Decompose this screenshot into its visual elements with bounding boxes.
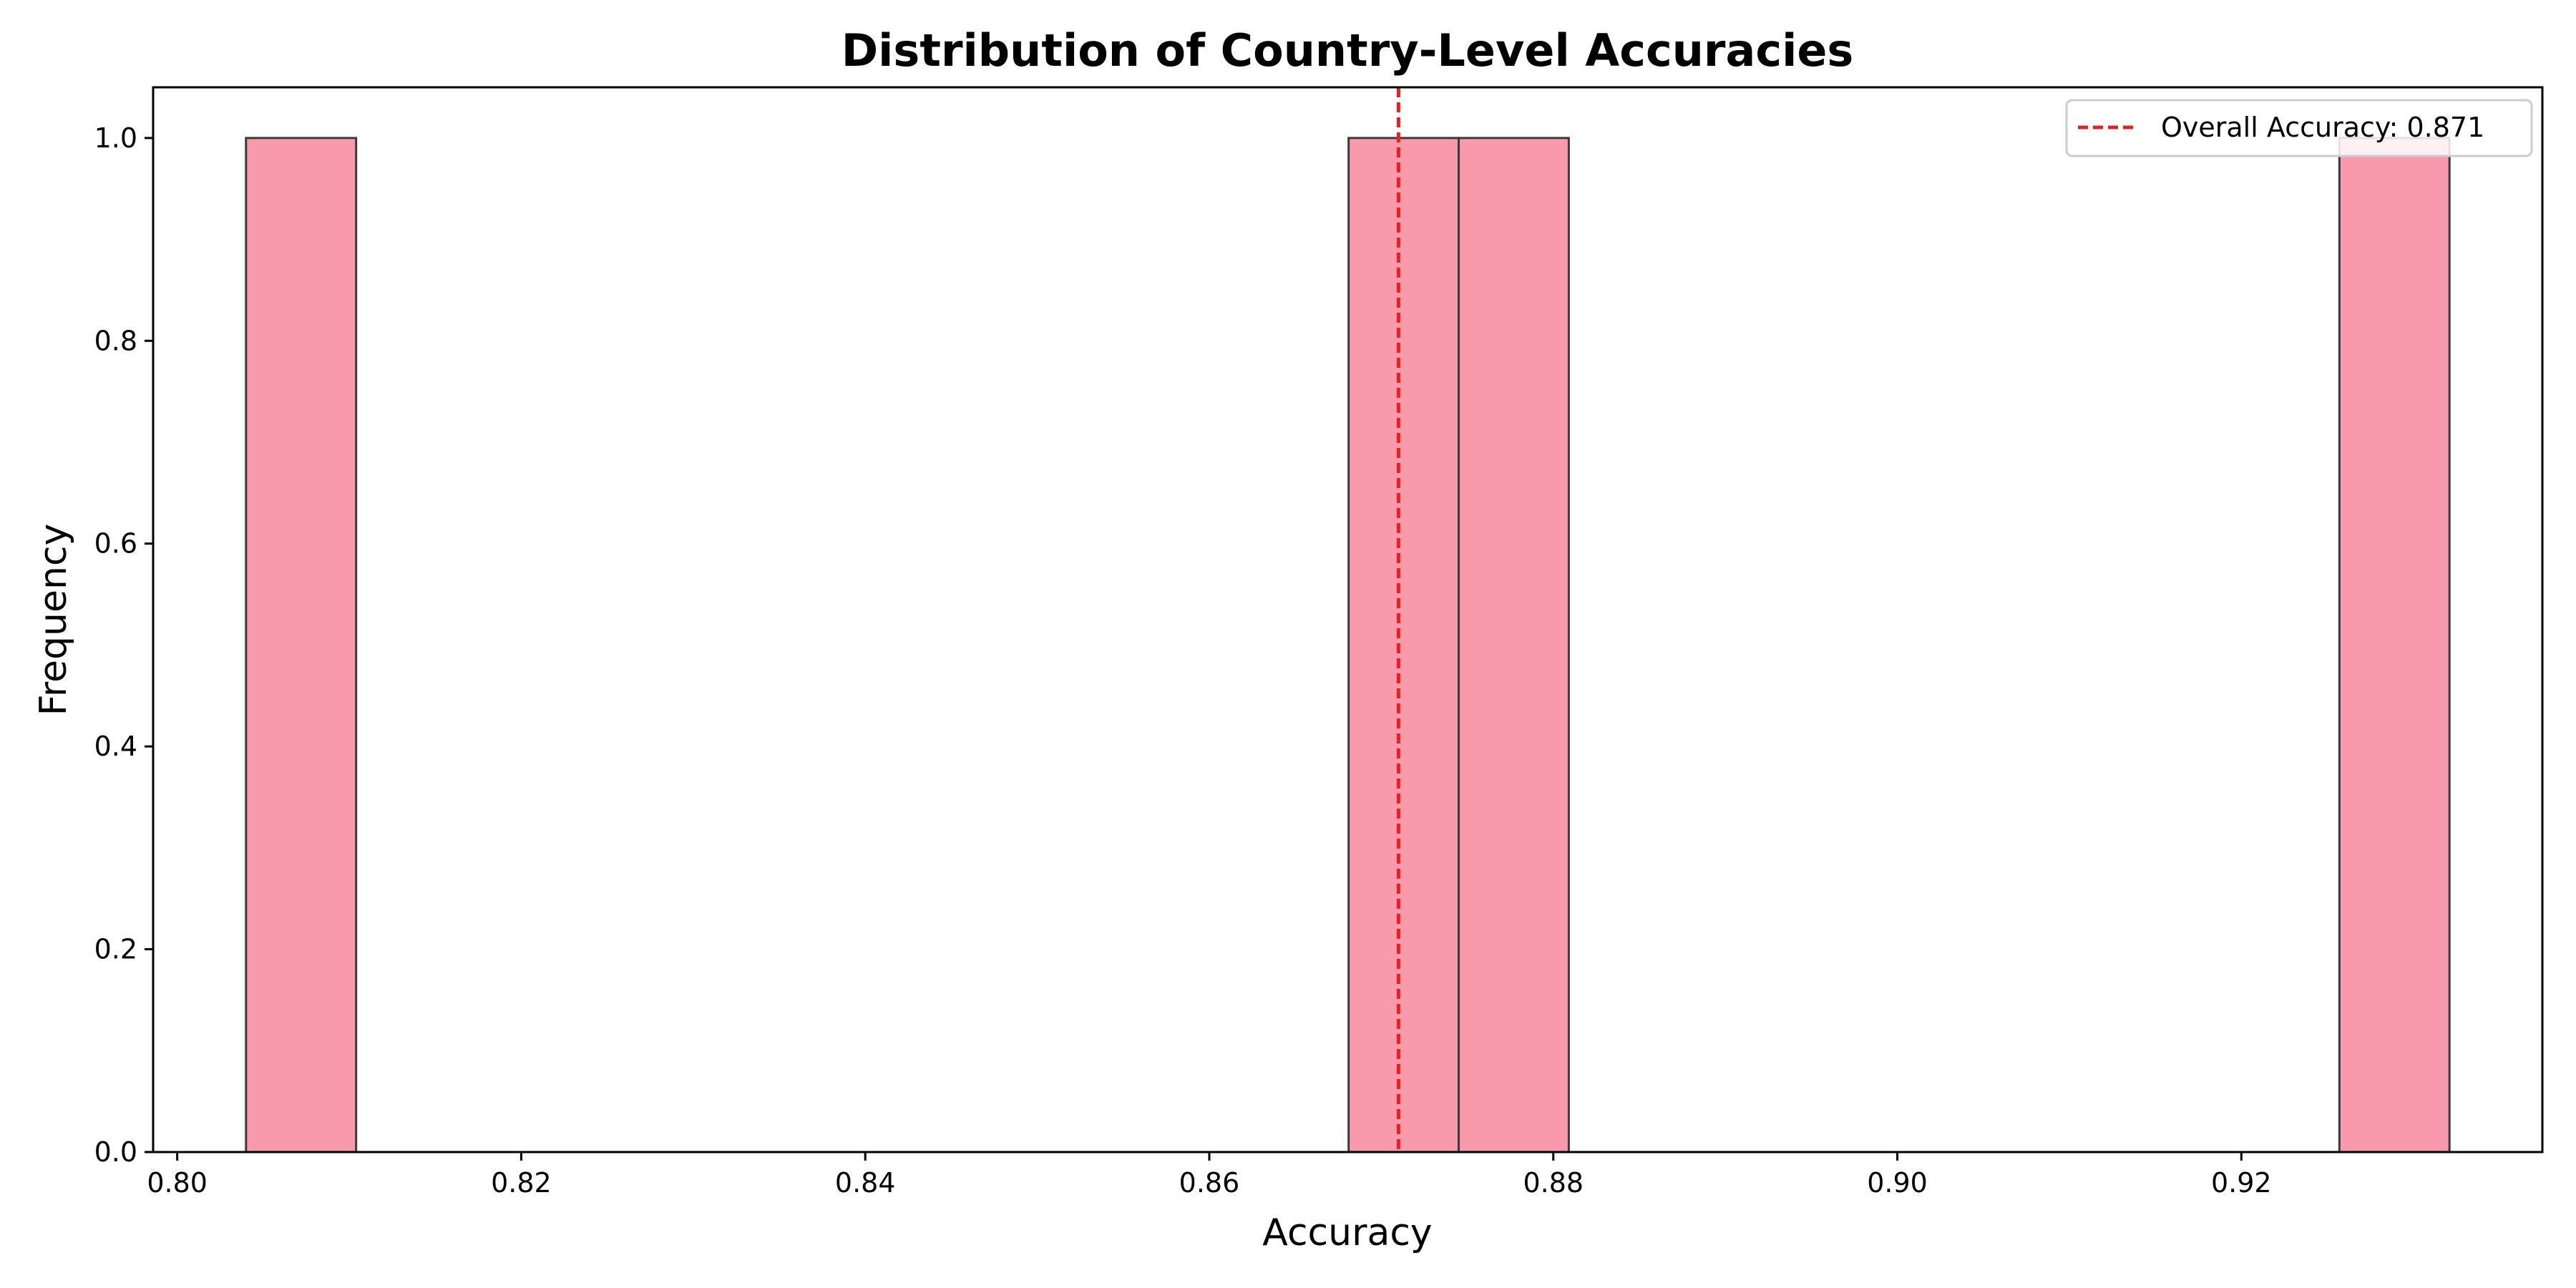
legend-box <box>2065 99 2533 157</box>
y-axis-label: Frequency <box>32 524 75 716</box>
chart-title: Distribution of Country-Level Accuracies <box>841 24 1854 77</box>
x-tick-label: 0.82 <box>491 1167 552 1199</box>
y-tick-label: 1.0 <box>94 122 137 154</box>
y-axis-ticks: 0.0 0.2 0.4 0.6 0.8 1.0 <box>94 122 153 1168</box>
x-tick-label: 0.86 <box>1179 1167 1240 1199</box>
x-tick-label: 0.80 <box>147 1167 208 1199</box>
plot-frame <box>152 86 2544 1153</box>
histogram-bar-1 <box>245 137 358 1153</box>
y-tick-label: 0.2 <box>94 934 137 965</box>
histogram-bar-4 <box>2338 137 2451 1153</box>
legend-reference-line-label: Overall Accuracy: 0.871 <box>2161 112 2484 143</box>
histogram-bar-2 <box>1347 137 1460 1153</box>
y-tick-label: 0.0 <box>94 1136 137 1168</box>
x-tick-label: 0.84 <box>835 1167 896 1199</box>
y-tick-label: 0.6 <box>94 528 137 560</box>
x-tick-label: 0.90 <box>1867 1167 1928 1199</box>
y-tick-label: 0.8 <box>94 325 137 356</box>
bars-layer <box>245 137 2451 1153</box>
x-axis-label: Accuracy <box>1262 1211 1432 1254</box>
y-tick-label: 0.4 <box>94 731 137 762</box>
histogram-bar-3 <box>1458 137 1570 1153</box>
x-tick-label: 0.92 <box>2211 1167 2272 1199</box>
x-tick-label: 0.88 <box>1523 1167 1584 1199</box>
x-axis-ticks: 0.80 0.82 0.84 0.86 0.88 0.90 0.92 <box>147 1152 2272 1199</box>
legend: Overall Accuracy: 0.871 <box>2065 99 2533 157</box>
